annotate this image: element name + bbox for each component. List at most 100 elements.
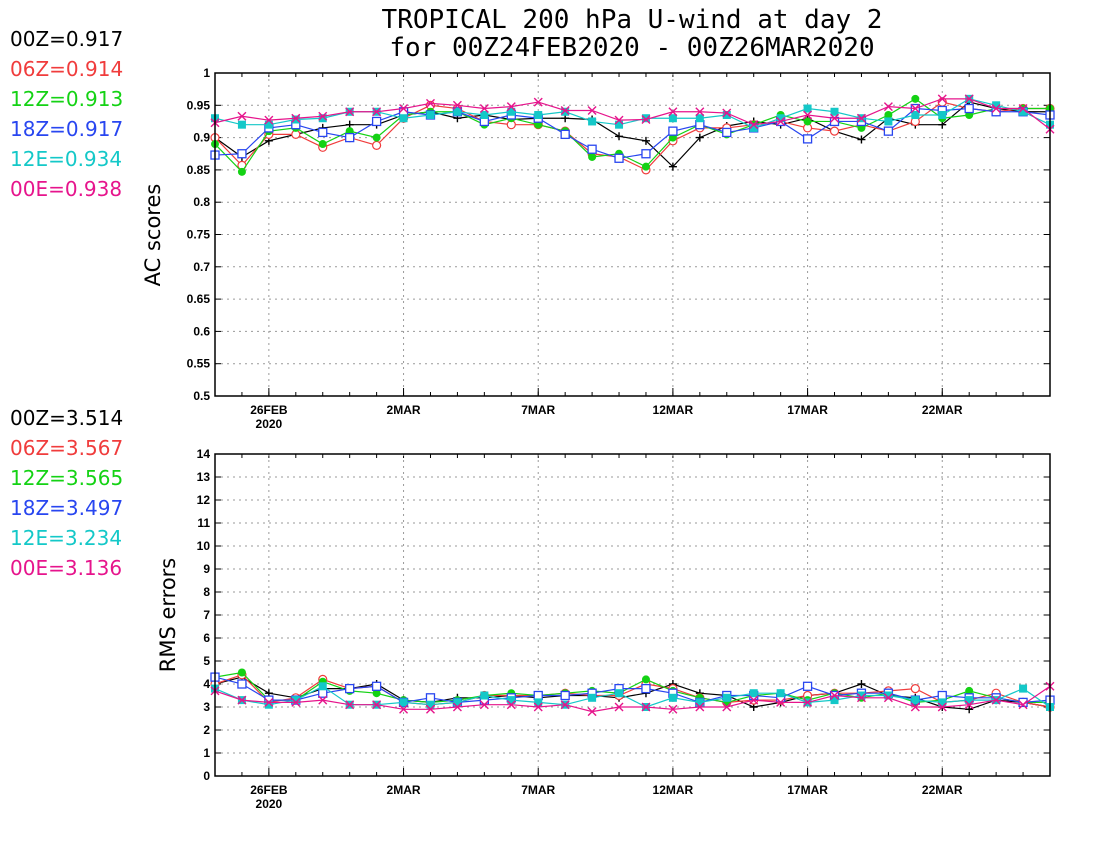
- rms-point-00e: [991, 695, 1001, 705]
- ac-score-18z: 18Z=0.917: [10, 117, 123, 141]
- ac-x-tick-label: 7MAR: [521, 403, 555, 417]
- ac-point-06z: [829, 126, 840, 136]
- rms-point-18z: [641, 683, 651, 694]
- ac-point-12e: [318, 114, 327, 123]
- ac-point-00e: [587, 105, 597, 115]
- rms-x-tick-sublabel: 2020: [256, 797, 283, 811]
- rms-point-00e: [749, 695, 759, 705]
- ac-point-00e: [399, 104, 409, 114]
- rms-y-tick-label: 2: [203, 723, 210, 737]
- rms-point-12e: [938, 698, 947, 707]
- rms-point-12e: [722, 693, 731, 702]
- rms-point-18z: [533, 690, 543, 701]
- ac-point-00e: [991, 104, 1001, 114]
- rms-y-tick-label: 14: [197, 447, 211, 461]
- ac-y-tick-label: 0.55: [187, 357, 211, 371]
- rms-point-00e: [964, 700, 974, 710]
- rms-score-12z: 12Z=3.565: [10, 466, 123, 490]
- rms-point-12e: [399, 698, 408, 707]
- rms-point-12e: [911, 696, 920, 705]
- ac-point-00e: [452, 100, 462, 110]
- rms-point-00z: [965, 705, 974, 714]
- ac-point-00z: [668, 162, 677, 171]
- rms-point-00e: [910, 702, 920, 712]
- ac-y-tick-label: 0.8: [193, 195, 210, 209]
- rms-point-00e: [614, 702, 624, 712]
- ac-y-tick-label: 1: [203, 66, 210, 80]
- rms-point-18z: [560, 690, 570, 701]
- rms-point-00e: [641, 702, 651, 712]
- ac-y-tick-label: 0.75: [187, 228, 211, 242]
- ac-point-12e: [399, 114, 408, 123]
- ac-point-00e: [264, 115, 274, 125]
- ac-point-18z: [802, 134, 813, 144]
- rms-point-12e: [884, 691, 893, 700]
- rms-y-axis-label: RMS errors: [156, 558, 180, 673]
- rms-y-tick-label: 7: [203, 608, 210, 622]
- ac-point-00z: [695, 133, 704, 142]
- ac-point-18z: [587, 144, 597, 154]
- rms-point-12e: [318, 682, 327, 691]
- ac-point-00z: [641, 136, 650, 145]
- ac-point-12e: [237, 120, 246, 129]
- ac-point-18z: [345, 132, 355, 143]
- rms-point-00e: [560, 700, 570, 710]
- rms-point-00e: [937, 702, 947, 712]
- ac-y-tick-label: 0.7: [193, 260, 210, 274]
- ac-point-00e: [425, 98, 435, 108]
- ac-score-00z: 00Z=0.917: [10, 27, 123, 51]
- ac-point-00e: [641, 115, 651, 125]
- rms-point-18z: [425, 693, 436, 703]
- ac-point-00e: [749, 120, 759, 130]
- ac-point-18z: [318, 127, 328, 138]
- ac-y-tick-label: 0.95: [187, 98, 211, 112]
- rms-point-00e: [533, 702, 543, 712]
- rms-point-00e: [372, 700, 382, 710]
- rms-y-tick-label: 8: [203, 585, 210, 599]
- chart-title: TROPICAL 200 hPa U-wind at day 2: [382, 5, 883, 35]
- ac-scores-panel: 0.5 0.55 0.6 0.65 0.7 0.75 0.8 0.85 0.9 0.95 1 26FE…: [187, 66, 1055, 431]
- rms-score-06z: 06Z=3.567: [10, 436, 123, 460]
- rms-point-00e: [803, 697, 813, 707]
- ac-point-12e: [1019, 107, 1028, 116]
- rms-y-tick-label: 6: [203, 631, 210, 645]
- rms-point-00e: [830, 691, 840, 700]
- rms-x-tick-label: 17MAR: [787, 783, 828, 797]
- ac-point-00e: [318, 111, 328, 121]
- rms-point-12e: [588, 693, 597, 702]
- ac-point-12e: [480, 110, 489, 119]
- ac-x-tick-label: 26FEB: [250, 403, 288, 417]
- rms-point-00e: [506, 700, 516, 710]
- ac-point-12e: [938, 110, 947, 119]
- ac-point-00e: [964, 94, 974, 104]
- chart-subtitle: for 00Z24FEB2020 - 00Z26MAR2020: [389, 33, 874, 63]
- rms-x-tick-label: 22MAR: [922, 783, 963, 797]
- rms-point-06z: [910, 683, 920, 694]
- ac-point-12e: [534, 110, 543, 119]
- ac-point-12e: [722, 110, 731, 119]
- ac-point-12e: [291, 115, 300, 124]
- ac-point-00e: [506, 102, 516, 112]
- ac-point-00e: [883, 102, 893, 112]
- rms-plot-frame: [214, 453, 1051, 777]
- ac-point-12e: [588, 117, 597, 126]
- rms-point-00e: [425, 704, 435, 714]
- rms-score-00e: 00E=3.136: [10, 556, 122, 580]
- ac-point-12e: [453, 107, 462, 116]
- rms-point-12e: [453, 698, 462, 707]
- ac-point-00e: [722, 108, 732, 118]
- ac-score-12z: 12Z=0.913: [10, 87, 123, 111]
- rms-point-12e: [1019, 684, 1028, 693]
- rms-point-00e: [345, 700, 355, 710]
- ac-y-tick-label: 0.6: [193, 324, 210, 338]
- ac-point-12z: [237, 167, 246, 176]
- ac-point-18z: [237, 149, 247, 159]
- ac-point-00e: [614, 115, 624, 125]
- ac-point-18z: [560, 129, 570, 140]
- rms-point-00e: [399, 704, 409, 714]
- ac-y-axis-label: AC scores: [141, 184, 165, 287]
- rms-y-tick-label: 5: [203, 654, 210, 668]
- rms-point-00e: [1018, 700, 1028, 710]
- ac-score-00e: 00E=0.938: [10, 177, 122, 201]
- rms-point-12e: [857, 691, 866, 700]
